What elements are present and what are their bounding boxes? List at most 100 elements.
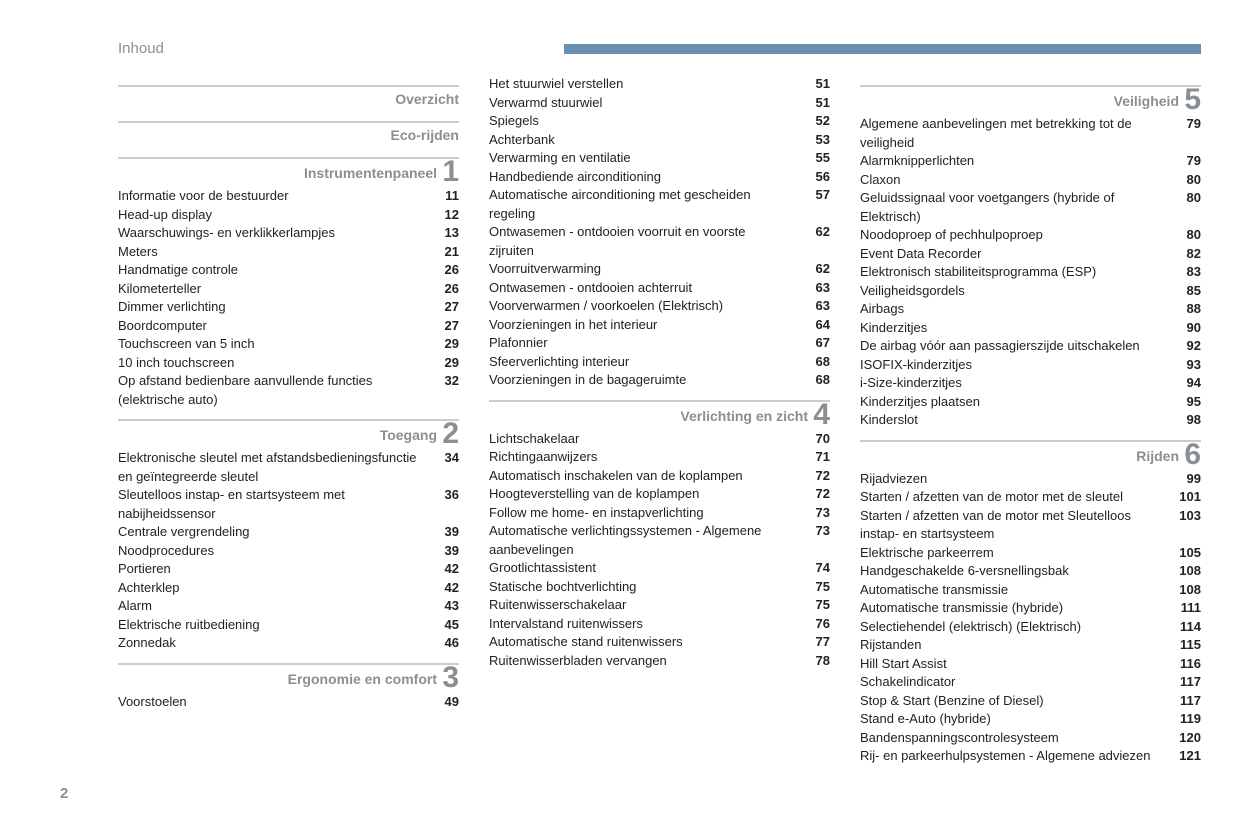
toc-page: 26 — [427, 261, 459, 280]
toc-row: Elektronische sleutel met afstandsbedien… — [118, 449, 459, 486]
toc-row: Handmatige controle26 — [118, 261, 459, 280]
toc-label: Ruitenwisserschakelaar — [489, 596, 798, 615]
toc-row: Handbediende airconditioning56 — [489, 168, 830, 187]
toc-row: Achterbank53 — [489, 131, 830, 150]
toc-label: Elektrische ruitbediening — [118, 616, 427, 635]
toc-page: 99 — [1169, 470, 1201, 489]
toc-page: 72 — [798, 485, 830, 504]
toc-page: 46 — [427, 634, 459, 653]
toc-label: Bandenspanningscontrolesysteem — [860, 729, 1169, 748]
toc-page: 11 — [427, 187, 459, 206]
toc-page: 68 — [798, 371, 830, 390]
toc-row: Alarm43 — [118, 597, 459, 616]
toc-row: Ruitenwisserschakelaar75 — [489, 596, 830, 615]
toc-label: Het stuurwiel verstellen — [489, 75, 798, 94]
toc-row: Elektrische parkeerrem105 — [860, 544, 1201, 563]
toc-page: 75 — [798, 596, 830, 615]
toc-row: Veiligheidsgordels85 — [860, 282, 1201, 301]
toc-label: Automatische airconditioning met geschei… — [489, 186, 798, 223]
toc-label: Automatisch inschakelen van de koplampen — [489, 467, 798, 486]
toc-label: Automatische transmissie (hybride) — [860, 599, 1169, 618]
toc-label: Verwarmd stuurwiel — [489, 94, 798, 113]
toc-label: Selectiehendel (elektrisch) (Elektrisch) — [860, 618, 1169, 637]
toc-label: Stop & Start (Benzine of Diesel) — [860, 692, 1169, 711]
toc-label: Elektronische sleutel met afstandsbedien… — [118, 449, 427, 486]
section-title: Instrumentenpaneel — [304, 165, 437, 181]
toc-page: 117 — [1169, 692, 1201, 711]
toc-row: Boordcomputer27 — [118, 317, 459, 336]
header-bar — [564, 44, 1201, 54]
toc-row: Achterklep42 — [118, 579, 459, 598]
toc-label: Veiligheidsgordels — [860, 282, 1169, 301]
page-number: 2 — [60, 785, 68, 802]
page-header: Inhoud — [118, 40, 1201, 57]
toc-row: Meters21 — [118, 243, 459, 262]
toc-row: Het stuurwiel verstellen51 — [489, 75, 830, 94]
toc-row: ISOFIX-kinderzitjes93 — [860, 356, 1201, 375]
toc-label: Starten / afzetten van de motor met Sleu… — [860, 507, 1169, 544]
section-number: 2 — [442, 417, 459, 451]
toc-page: 78 — [798, 652, 830, 671]
toc-page: 103 — [1169, 507, 1201, 544]
toc-row: Verwarming en ventilatie55 — [489, 149, 830, 168]
toc-row: Automatische transmissie (hybride)111 — [860, 599, 1201, 618]
section-title: Ergonomie en comfort — [288, 671, 437, 687]
toc-label: ISOFIX-kinderzitjes — [860, 356, 1169, 375]
toc-page: 115 — [1169, 636, 1201, 655]
toc-page: 36 — [427, 486, 459, 523]
section-number: 3 — [442, 661, 459, 695]
section-number: 1 — [442, 155, 459, 189]
toc-row: Selectiehendel (elektrisch) (Elektrisch)… — [860, 618, 1201, 637]
toc-label: Kinderzitjes plaatsen — [860, 393, 1169, 412]
section-header: Ergonomie en comfort3 — [118, 663, 459, 689]
toc-row: i-Size-kinderzitjes94 — [860, 374, 1201, 393]
toc-row: Voorverwarmen / voorkoelen (Elektrisch)6… — [489, 297, 830, 316]
toc-label: Voorstoelen — [118, 693, 427, 712]
toc-page: 32 — [427, 372, 459, 409]
toc-page: 108 — [1169, 562, 1201, 581]
toc-label: Claxon — [860, 171, 1169, 190]
toc-page: 21 — [427, 243, 459, 262]
toc-label: 10 inch touchscreen — [118, 354, 427, 373]
toc-page: 98 — [1169, 411, 1201, 430]
toc-label: Ontwasemen - ontdooien achterruit — [489, 279, 798, 298]
column-3: Veiligheid5Algemene aanbevelingen met be… — [860, 75, 1201, 766]
column-2: Het stuurwiel verstellen51Verwarmd stuur… — [489, 75, 830, 766]
toc-page: 95 — [1169, 393, 1201, 412]
toc-label: Alarm — [118, 597, 427, 616]
section-number: 5 — [1184, 83, 1201, 117]
toc-label: Voorzieningen in het interieur — [489, 316, 798, 335]
toc-label: Starten / afzetten van de motor met de s… — [860, 488, 1169, 507]
toc-page: 45 — [427, 616, 459, 635]
toc-page: 27 — [427, 298, 459, 317]
toc-page: 71 — [798, 448, 830, 467]
toc-row: Stop & Start (Benzine of Diesel)117 — [860, 692, 1201, 711]
toc-label: Handmatige controle — [118, 261, 427, 280]
toc-page: 90 — [1169, 319, 1201, 338]
header-title: Inhoud — [118, 40, 164, 57]
toc-label: Kinderzitjes — [860, 319, 1169, 338]
section-title: Rijden — [1136, 448, 1179, 464]
toc-row: Voorruitverwarming62 — [489, 260, 830, 279]
toc-row: Rijstanden115 — [860, 636, 1201, 655]
toc-row: Kinderzitjes90 — [860, 319, 1201, 338]
toc-row: Bandenspanningscontrolesysteem120 — [860, 729, 1201, 748]
toc-page: 72 — [798, 467, 830, 486]
toc-label: Ruitenwisserbladen vervangen — [489, 652, 798, 671]
toc-row: Automatische verlichtingssystemen - Alge… — [489, 522, 830, 559]
toc-page: 70 — [798, 430, 830, 449]
toc-row: Head-up display12 — [118, 206, 459, 225]
section-title: Veiligheid — [1114, 93, 1179, 109]
toc-row: De airbag vóór aan passagierszijde uitsc… — [860, 337, 1201, 356]
toc-page: 121 — [1169, 747, 1201, 766]
toc-row: Ontwasemen - ontdooien achterruit63 — [489, 279, 830, 298]
toc-row: Voorzieningen in het interieur64 — [489, 316, 830, 335]
toc-label: Alarmknipperlichten — [860, 152, 1169, 171]
toc-label: Rijstanden — [860, 636, 1169, 655]
toc-row: Automatische airconditioning met geschei… — [489, 186, 830, 223]
toc-label: Richtingaanwijzers — [489, 448, 798, 467]
toc-label: Elektronisch stabiliteitsprogramma (ESP) — [860, 263, 1169, 282]
toc-label: Kilometerteller — [118, 280, 427, 299]
toc-label: Rij- en parkeerhulpsystemen - Algemene a… — [860, 747, 1169, 766]
column-1: OverzichtEco-rijdenInstrumentenpaneel1In… — [118, 75, 459, 766]
